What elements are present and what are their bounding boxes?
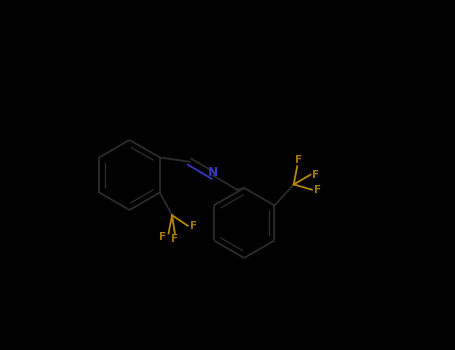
Text: F: F xyxy=(159,232,167,242)
Text: F: F xyxy=(295,155,303,165)
Text: F: F xyxy=(312,170,319,180)
Text: F: F xyxy=(190,221,197,231)
Text: N: N xyxy=(208,166,218,180)
Text: F: F xyxy=(313,185,321,195)
Text: F: F xyxy=(171,234,178,244)
